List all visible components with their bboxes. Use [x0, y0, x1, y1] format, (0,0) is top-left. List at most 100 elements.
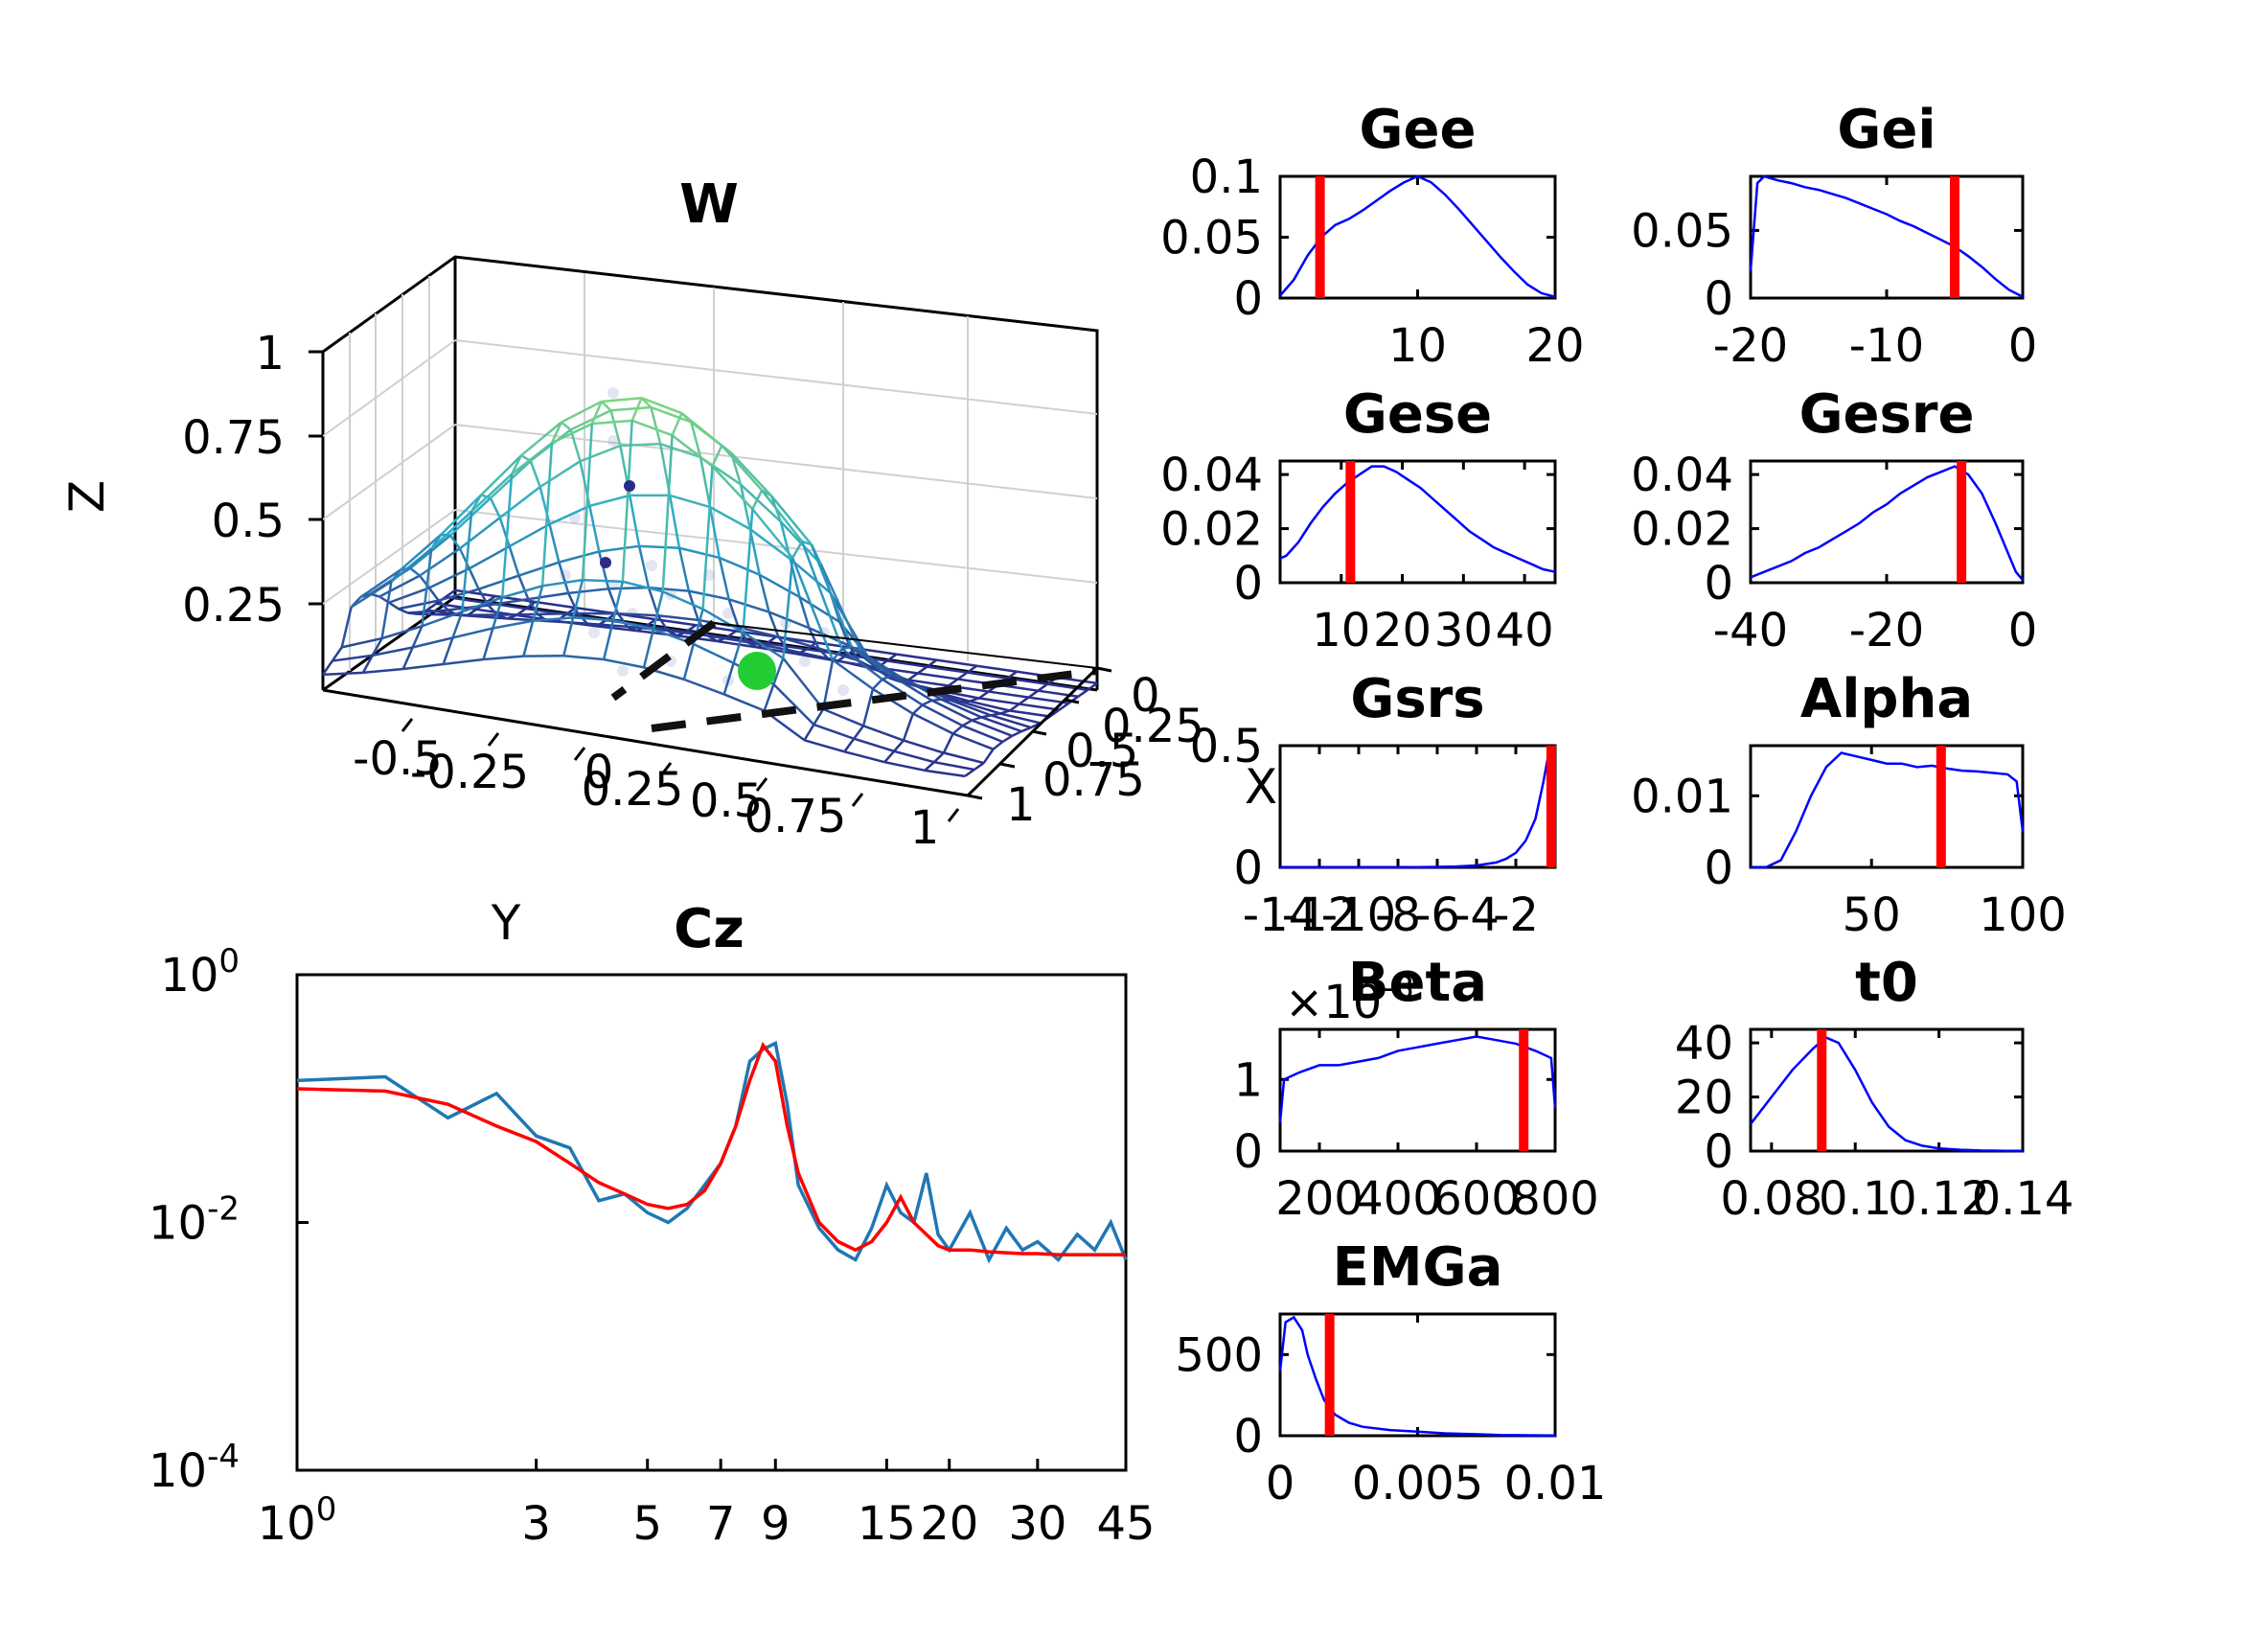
w-mesh-segment — [1038, 689, 1079, 698]
w-mesh-segment — [341, 636, 382, 649]
w-mesh-segment — [409, 566, 421, 577]
w-mesh-segment — [1048, 708, 1061, 718]
w-mesh-segment — [950, 699, 992, 717]
w-mesh-segment — [719, 556, 761, 576]
w-mesh-segment — [488, 597, 529, 607]
w-mesh-segment — [529, 460, 541, 488]
w-mesh-segment — [1009, 703, 1020, 712]
w-mesh-segment — [893, 749, 935, 764]
w-mesh-segment — [722, 662, 735, 695]
w-mesh-segment — [419, 547, 461, 577]
w-mesh-segment — [723, 693, 766, 712]
w-mesh-segment — [747, 640, 789, 652]
w-mesh-segment — [421, 548, 433, 627]
w-mesh-segment — [540, 443, 554, 587]
w-mesh-segment — [659, 442, 701, 459]
gesre-y-tick-label: 0 — [1704, 557, 1733, 611]
w-mesh-segment — [882, 678, 924, 706]
w-mesh-segment — [480, 494, 492, 499]
gsrs-x-tick-label: -8 — [1375, 888, 1421, 942]
w-x-tick-label: 1 — [1006, 778, 1036, 832]
w-mesh-segment — [588, 505, 601, 552]
w-mesh-segment — [808, 627, 820, 649]
w-mesh-segment — [603, 657, 645, 669]
gesre-x-tick-label: -40 — [1713, 604, 1788, 657]
t0-axes-box — [1749, 1027, 2025, 1153]
w-mesh-segment — [459, 517, 501, 550]
gesre-density-line — [1750, 465, 2024, 582]
w-x-tick-label: 0 — [1131, 669, 1160, 723]
w-mesh-segment — [480, 454, 522, 496]
w-y-tick-label: -0.5 — [353, 732, 443, 786]
t0-x-tick-label: 0.14 — [1972, 1172, 2074, 1226]
w-mesh-segment — [768, 611, 810, 630]
emga-axes-box — [1278, 1312, 1557, 1438]
w-mesh-segment — [538, 460, 582, 489]
gese-x-tick-label: 20 — [1373, 604, 1432, 657]
w-mesh-segment — [561, 421, 572, 431]
w-mesh-segment — [629, 495, 641, 547]
w-mesh-segment — [350, 580, 393, 609]
w-mesh-segment — [886, 659, 928, 668]
gei-y-tick-label: 0.05 — [1631, 204, 1733, 258]
w-mesh-segment — [321, 659, 333, 676]
w-mesh-segment — [650, 405, 692, 424]
w-mesh-segment — [680, 412, 723, 447]
w-mesh-segment — [813, 708, 825, 726]
w-mesh-segment — [748, 528, 761, 575]
w-mesh-segment — [853, 725, 865, 740]
w-mesh-segment — [709, 505, 751, 531]
cz-y-tick-label: 10-2 — [149, 1190, 240, 1251]
w-mesh-segment — [412, 636, 453, 649]
gee-y-tick-label: 0.05 — [1160, 212, 1263, 265]
w-mesh-segment — [468, 567, 480, 590]
w-mesh-segment — [469, 544, 511, 570]
w-mesh-segment — [582, 578, 623, 584]
t0-y-tick-label: 0 — [1704, 1125, 1733, 1179]
w-mesh-segment — [862, 725, 905, 742]
w-x-tick-label: 0.5 — [1065, 725, 1138, 778]
w-mesh-segment — [882, 674, 893, 680]
w-mesh-segment — [538, 611, 579, 616]
cz-ticks: 100 3 5 7 9 15 20 30 45 100 10-2 10-4 — [149, 942, 1156, 1551]
cz-x-tick-label: 45 — [1096, 1497, 1155, 1551]
w-mesh-segment — [331, 646, 343, 662]
w-mesh-segment — [581, 424, 594, 581]
w-mesh-segment — [711, 445, 723, 468]
cz-lines — [296, 1040, 1128, 1264]
gesre-axes-box — [1749, 459, 2025, 585]
w-mesh-segment — [1020, 726, 1032, 733]
w-mesh-segment — [1018, 696, 1030, 705]
w-mesh-segment — [500, 473, 514, 598]
w-y-tick-label: 1 — [910, 801, 940, 855]
gsrs-x-tick-label: -12 — [1282, 888, 1357, 942]
w-mesh-segment — [332, 654, 373, 662]
w-mesh-segment — [717, 639, 758, 649]
w-mesh-segment — [872, 678, 883, 690]
w-mesh-segment — [690, 422, 702, 458]
w-panel: W — [59, 173, 1277, 951]
gsrs-x-tick-label: -2 — [1493, 888, 1539, 942]
w-mesh-segment — [810, 543, 853, 648]
gsrs-y-tick-label: 0.5 — [1190, 720, 1263, 773]
w-mesh-segment — [859, 651, 903, 679]
w-mesh-segment — [701, 608, 745, 634]
w-mesh-segment — [371, 637, 383, 657]
w-mesh-segment — [813, 723, 855, 740]
w-mesh-segment — [438, 588, 479, 602]
w-mesh-segment — [437, 599, 449, 611]
w-mesh-segment — [390, 547, 433, 583]
w-z-tick-label: 0.25 — [182, 579, 285, 633]
gesre-y-tick-label: 0.02 — [1631, 503, 1733, 557]
w-mesh-segment — [838, 621, 851, 647]
cz-x-tick-label: 9 — [761, 1497, 790, 1551]
w-mesh-segment — [942, 732, 954, 754]
emga-title: EMGa — [1333, 1236, 1503, 1299]
w-mesh-segment — [551, 422, 593, 445]
w-mesh-segment — [758, 574, 770, 612]
w-mesh-segment — [896, 653, 937, 661]
w-mesh-segment — [661, 435, 674, 592]
w-mesh-segment — [622, 580, 664, 593]
w-x-tick-label: 0.75 — [1042, 753, 1145, 807]
